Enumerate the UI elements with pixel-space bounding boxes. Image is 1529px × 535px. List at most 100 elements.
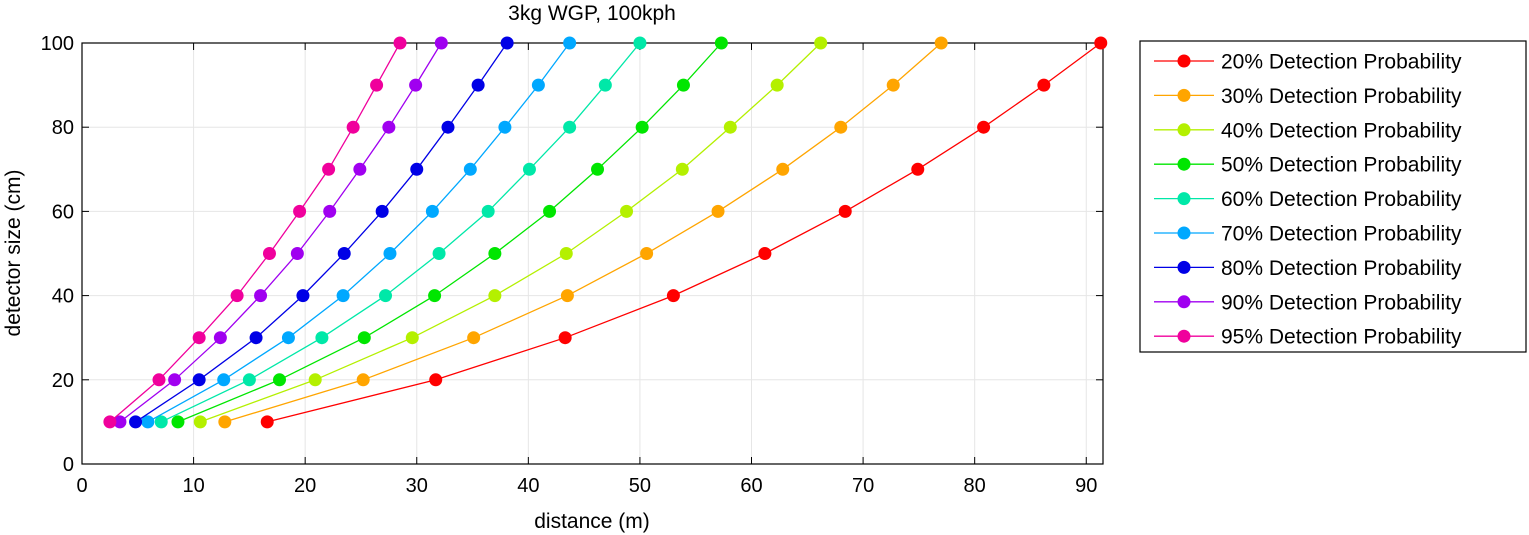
data-point — [977, 120, 991, 134]
data-point — [379, 289, 393, 303]
data-point — [666, 289, 680, 303]
series-3 — [193, 36, 828, 429]
data-point — [249, 331, 263, 345]
series-line — [160, 42, 641, 423]
chart-title: 3kg WGP, 100kph — [508, 2, 676, 25]
data-point — [103, 415, 117, 429]
legend-label: 50% Detection Probability — [1221, 154, 1462, 177]
y-tick-label: 100 — [41, 33, 74, 55]
x-tick-label: 90 — [1075, 475, 1097, 497]
data-point — [463, 162, 477, 176]
plot-area — [81, 42, 1104, 465]
legend-item: 30% Detection Probability — [1154, 85, 1462, 108]
data-point — [218, 415, 232, 429]
series-line — [224, 42, 942, 423]
series-line — [177, 42, 722, 423]
legend-label: 80% Detection Probability — [1221, 257, 1462, 280]
data-point — [152, 373, 166, 387]
legend-marker — [1177, 260, 1191, 274]
data-point — [500, 36, 514, 50]
series-9 — [103, 36, 407, 429]
legend-marker — [1177, 329, 1191, 343]
axis-ticks: 0 10 20 30 40 50 60 70 80 90 0 20 40 60 80 100 — [41, 33, 1103, 497]
y-axis-title: detector size (cm) — [2, 170, 25, 337]
data-point — [154, 415, 168, 429]
data-point — [254, 289, 268, 303]
data-point — [262, 247, 276, 260]
series-1 — [260, 36, 1108, 429]
data-point — [370, 78, 384, 92]
legend-label: 90% Detection Probability — [1221, 291, 1462, 314]
legend-marker — [1177, 123, 1191, 137]
data-point — [242, 373, 256, 387]
legend-label: 20% Detection Probability — [1221, 51, 1462, 74]
data-point — [488, 247, 502, 260]
legend-box — [1139, 40, 1527, 353]
data-point — [471, 78, 485, 92]
data-point — [1094, 36, 1108, 50]
data-point — [192, 331, 206, 345]
data-point — [192, 373, 206, 387]
data-point — [886, 78, 900, 92]
legend-item: 50% Detection Probability — [1154, 154, 1462, 177]
data-point — [409, 78, 423, 92]
x-tick-label: 70 — [852, 475, 874, 497]
data-point — [711, 204, 725, 218]
series-line — [200, 42, 822, 423]
data-point — [481, 204, 495, 218]
series-line — [135, 42, 508, 423]
data-point — [559, 247, 573, 260]
series-line — [119, 42, 442, 423]
data-point — [353, 162, 367, 176]
data-point — [563, 36, 577, 50]
y-tick-label: 20 — [52, 370, 74, 392]
data-point — [193, 415, 207, 429]
data-point — [346, 120, 360, 134]
data-point — [488, 289, 502, 303]
data-point — [635, 120, 649, 134]
data-point — [776, 162, 790, 176]
data-point — [633, 36, 647, 50]
x-tick-label: 50 — [629, 475, 651, 497]
data-point — [543, 204, 557, 218]
data-point — [522, 162, 536, 176]
data-point — [260, 415, 274, 429]
legend-item: 90% Detection Probability — [1154, 291, 1462, 314]
data-point — [382, 120, 396, 134]
data-point — [336, 289, 350, 303]
data-point — [598, 78, 612, 92]
series-line — [109, 42, 401, 423]
data-point — [129, 415, 143, 429]
data-point — [323, 204, 337, 218]
data-point — [429, 373, 443, 387]
data-point — [308, 373, 322, 387]
data-point — [560, 289, 574, 303]
data-point — [141, 415, 155, 429]
legend-label: 40% Detection Probability — [1221, 119, 1462, 142]
legend-marker — [1177, 226, 1191, 240]
data-point — [383, 247, 397, 260]
legend-item: 60% Detection Probability — [1154, 188, 1462, 211]
data-point — [723, 120, 737, 134]
legend-item: 40% Detection Probability — [1154, 119, 1462, 142]
x-tick-label: 0 — [76, 475, 87, 497]
data-point — [322, 162, 336, 176]
data-point — [217, 373, 231, 387]
data-point — [620, 204, 634, 218]
y-tick-label: 80 — [52, 117, 74, 139]
legend-item: 20% Detection Probability — [1154, 51, 1462, 74]
data-point — [281, 331, 295, 345]
data-point — [296, 289, 310, 303]
data-point — [425, 204, 439, 218]
series-line — [147, 42, 571, 423]
x-tick-label: 80 — [964, 475, 986, 497]
legend-marker — [1177, 192, 1191, 206]
series-5 — [154, 36, 647, 429]
data-point — [714, 36, 728, 50]
data-point — [563, 120, 577, 134]
legend-marker — [1177, 54, 1191, 68]
data-point — [911, 162, 925, 176]
data-point — [356, 373, 370, 387]
data-point — [428, 289, 442, 303]
